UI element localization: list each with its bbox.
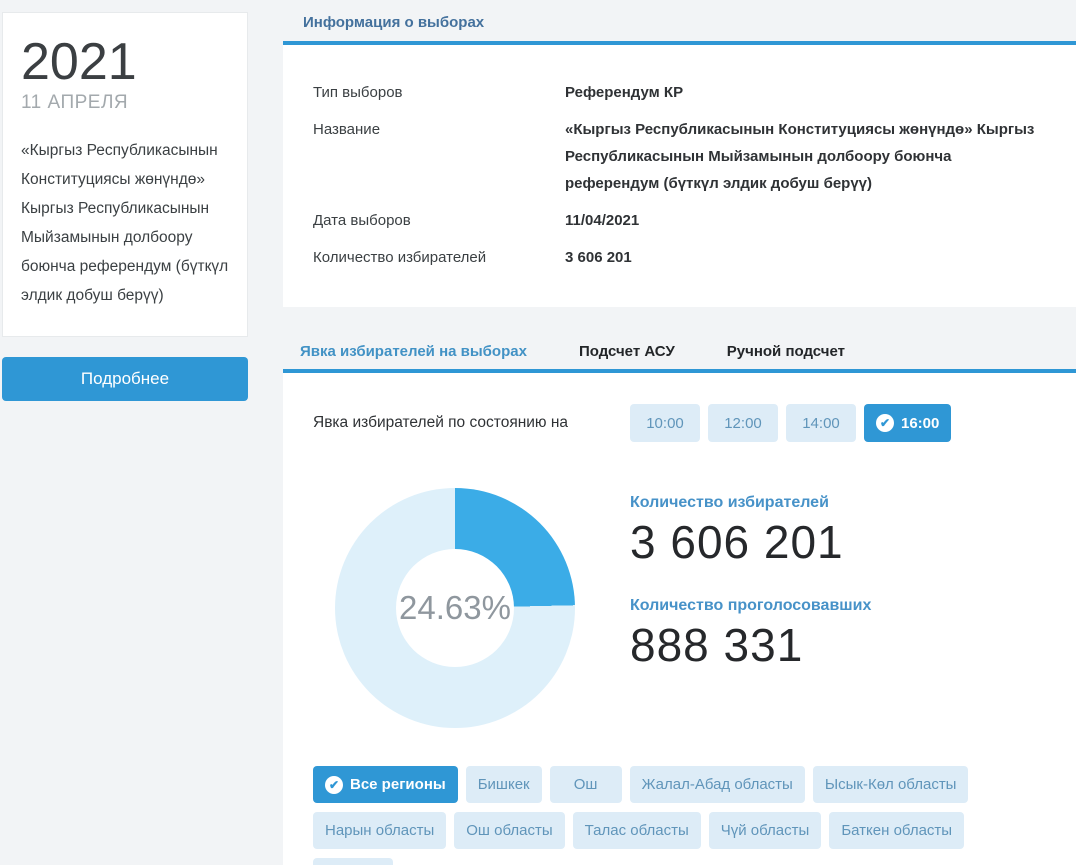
region-filter: ✔ Все регионы Бишкек Ош Жалал-Абад облас… bbox=[313, 766, 1046, 865]
region-button-jalal-abad[interactable]: Жалал-Абад областы bbox=[629, 766, 805, 803]
election-year: 2021 bbox=[21, 33, 137, 91]
election-summary-card: 2021 11 АПРЕЛЯ «Кыргыз Республикасынын К… bbox=[2, 12, 248, 337]
info-value: Референдум КР bbox=[565, 84, 684, 101]
info-value: «Кыргыз Республикасынын Конституциясы жө… bbox=[565, 121, 1035, 192]
voters-count-value: 3 606 201 bbox=[630, 516, 844, 568]
info-row-voters: Количество избирателей 3 606 201 bbox=[313, 244, 1046, 271]
section-title: Информация о выборах bbox=[303, 14, 485, 31]
info-value: 3 606 201 bbox=[565, 249, 632, 266]
election-info-section: Информация о выборах Тип выборов Референ… bbox=[283, 0, 1076, 307]
region-button-bishkek[interactable]: Бишкек bbox=[465, 766, 542, 803]
election-date: 11 АПРЕЛЯ bbox=[21, 91, 129, 113]
region-button-osh-city[interactable]: Ош bbox=[549, 766, 622, 803]
region-button-osh-oblast[interactable]: Ош областы bbox=[454, 812, 565, 849]
turnout-as-of-label: Явка избирателей по состоянию на bbox=[313, 414, 569, 431]
info-row-date: Дата выборов 11/04/2021 bbox=[313, 207, 1046, 234]
time-button-label: 16:00 bbox=[901, 414, 940, 432]
region-button-label: Все регионы bbox=[350, 776, 446, 793]
info-label: Количество избирателей bbox=[313, 249, 487, 266]
info-row-name: Название «Кыргыз Республикасынын Констит… bbox=[313, 116, 1046, 197]
region-button-naryn[interactable]: Нарын областы bbox=[313, 812, 447, 849]
details-button[interactable]: Подробнее bbox=[2, 356, 248, 401]
turnout-section: Явка избирателей на выборах Подсчет АСУ … bbox=[283, 307, 1076, 865]
info-label: Дата выборов bbox=[313, 212, 411, 229]
donut-cell: 24.63% bbox=[313, 488, 630, 728]
tab-asu-count[interactable]: Подсчет АСУ bbox=[578, 343, 675, 360]
voted-count-value: 888 331 bbox=[630, 618, 804, 671]
info-value: 11/04/2021 bbox=[565, 212, 640, 229]
tabs-bar: Явка избирателей на выборах Подсчет АСУ … bbox=[283, 307, 1076, 369]
time-filter: 10:00 12:00 14:00 ✔ 16:00 bbox=[630, 404, 1046, 442]
region-button-batken[interactable]: Баткен областы bbox=[829, 812, 965, 849]
turnout-donut-chart: 24.63% bbox=[335, 488, 575, 728]
time-button-1600[interactable]: ✔ 16:00 bbox=[864, 404, 952, 442]
check-icon: ✔ bbox=[325, 775, 343, 794]
accent-divider bbox=[283, 369, 1076, 373]
check-icon: ✔ bbox=[876, 414, 894, 432]
election-info-panel: Тип выборов Референдум КР Название «Кырг… bbox=[283, 45, 1076, 307]
time-button-1200[interactable]: 12:00 bbox=[708, 404, 778, 442]
donut-hole: 24.63% bbox=[396, 549, 514, 667]
turnout-percent: 24.63% bbox=[399, 589, 511, 626]
main-content: Информация о выборах Тип выборов Референ… bbox=[283, 0, 1076, 865]
turnout-stats: Количество избирателей 3 606 201 Количес… bbox=[630, 488, 1046, 728]
region-button-mid-kr[interactable]: МИД КР bbox=[313, 858, 394, 865]
region-button-issyk-kul[interactable]: Ысык-Көл областы bbox=[812, 766, 969, 803]
voters-count-label: Количество избирателей bbox=[630, 494, 829, 511]
info-label: Название bbox=[313, 121, 381, 138]
voted-count-label: Количество проголосовавших bbox=[630, 596, 872, 614]
info-label: Тип выборов bbox=[313, 84, 403, 101]
election-description: «Кыргыз Республикасынын Конституциясы жө… bbox=[21, 141, 229, 304]
time-button-1400[interactable]: 14:00 bbox=[786, 404, 856, 442]
tab-turnout[interactable]: Явка избирателей на выборах bbox=[300, 343, 527, 360]
info-row-type: Тип выборов Референдум КР bbox=[313, 79, 1046, 106]
time-button-1000[interactable]: 10:00 bbox=[630, 404, 700, 442]
election-sidebar: 2021 11 АПРЕЛЯ «Кыргыз Республикасынын К… bbox=[2, 0, 248, 401]
tab-manual-count[interactable]: Ручной подсчет bbox=[726, 343, 845, 360]
turnout-panel: Явка избирателей по состоянию на 10:00 1… bbox=[283, 373, 1076, 865]
region-button-talas[interactable]: Талас областы bbox=[572, 812, 701, 849]
accent-divider bbox=[283, 41, 1076, 45]
region-button-chui[interactable]: Чүй областы bbox=[708, 812, 822, 849]
turnout-grid: Явка избирателей по состоянию на 10:00 1… bbox=[313, 404, 1046, 728]
region-button-all[interactable]: ✔ Все регионы bbox=[313, 766, 458, 803]
